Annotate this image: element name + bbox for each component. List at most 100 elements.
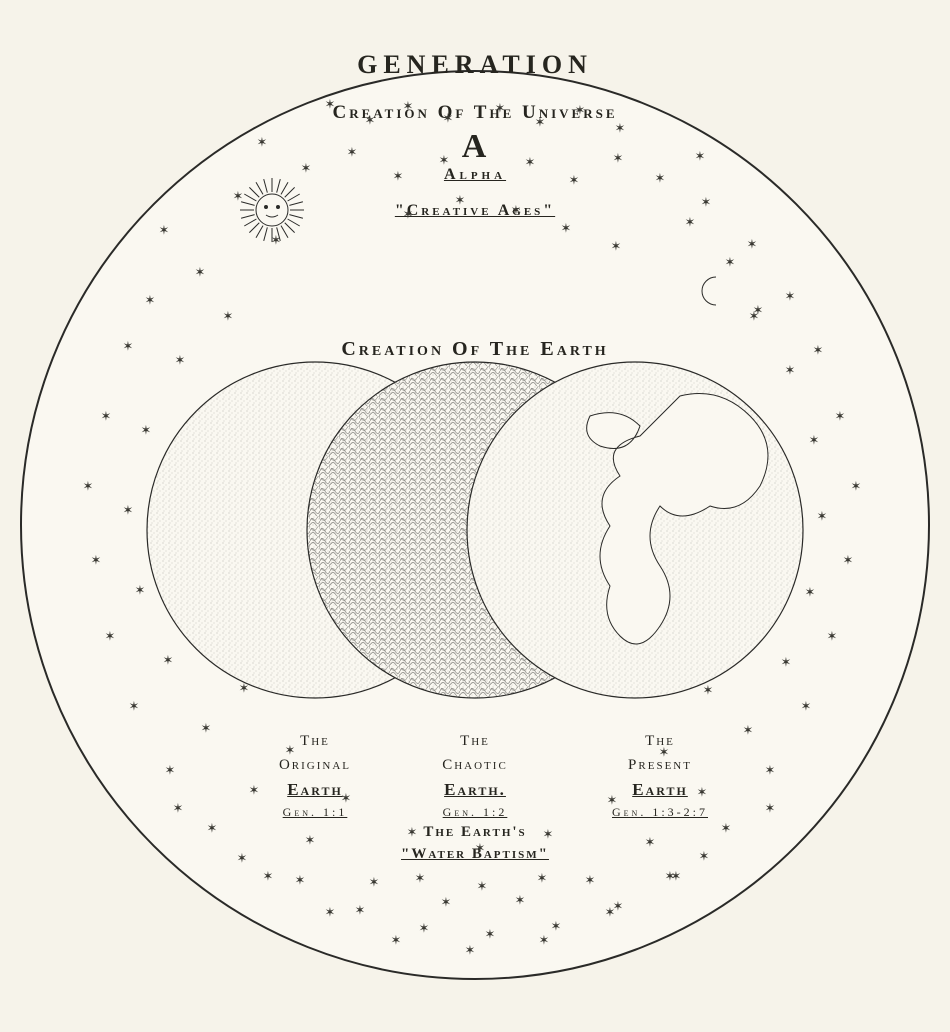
star-icon: ✶: [239, 682, 250, 695]
star-icon: ✶: [765, 802, 776, 815]
star-icon: ✶: [123, 340, 134, 353]
star-icon: ✶: [539, 934, 550, 947]
star-icon: ✶: [749, 310, 760, 323]
star-icon: ✶: [701, 196, 712, 209]
star-icon: ✶: [785, 364, 796, 377]
label-line: Chaotic: [442, 757, 508, 773]
star-icon: ✶: [747, 238, 758, 251]
star-icon: ✶: [835, 410, 846, 423]
star-icon: ✶: [809, 434, 820, 447]
label-line: The: [375, 730, 575, 753]
star-icon: ✶: [465, 944, 476, 957]
label-line: Original: [279, 757, 351, 773]
star-icon: ✶: [607, 794, 618, 807]
star-icon: ✶: [613, 152, 624, 165]
star-icon: ✶: [347, 146, 358, 159]
star-icon: ✶: [393, 170, 404, 183]
star-icon: ✶: [237, 852, 248, 865]
star-icon: ✶: [129, 700, 140, 713]
star-icon: ✶: [391, 934, 402, 947]
star-icon: ✶: [585, 874, 596, 887]
star-icon: ✶: [543, 828, 554, 841]
star-icon: ✶: [511, 204, 522, 217]
star-icon: ✶: [475, 842, 486, 855]
star-icon: ✶: [551, 920, 562, 933]
star-icon: ✶: [223, 310, 234, 323]
star-icon: ✶: [685, 216, 696, 229]
star-icon: ✶: [439, 154, 450, 167]
star-icon: ✶: [285, 744, 296, 757]
star-icon: ✶: [703, 684, 714, 697]
star-icon: ✶: [843, 554, 854, 567]
diagram-stage: GENERATION Creation Of The Universe A Al…: [0, 0, 950, 1032]
label-line: Earth: [287, 780, 343, 799]
star-icon: ✶: [91, 554, 102, 567]
moon-icon: [694, 274, 728, 308]
star-icon: ✶: [443, 112, 454, 125]
star-icon: ✶: [141, 424, 152, 437]
label-ref: Gen. 1:2: [375, 803, 575, 821]
star-icon: ✶: [249, 784, 260, 797]
alpha-subtitle: "Creative Ages": [0, 202, 950, 220]
star-icon: ✶: [341, 792, 352, 805]
star-icon: ✶: [655, 172, 666, 185]
star-icon: ✶: [813, 344, 824, 357]
star-icon: ✶: [659, 746, 670, 759]
star-icon: ✶: [515, 894, 526, 907]
star-icon: ✶: [613, 900, 624, 913]
three-earths: [120, 356, 830, 716]
star-icon: ✶: [645, 836, 656, 849]
star-icon: ✶: [145, 294, 156, 307]
star-icon: ✶: [743, 724, 754, 737]
star-icon: ✶: [615, 122, 626, 135]
label-creation-universe: Creation Of The Universe: [0, 102, 950, 124]
star-icon: ✶: [695, 150, 706, 163]
label-line: Earth: [632, 780, 688, 799]
star-icon: ✶: [455, 194, 466, 207]
star-icon: ✶: [569, 174, 580, 187]
star-icon: ✶: [721, 822, 732, 835]
star-icon: ✶: [697, 786, 708, 799]
star-icon: ✶: [537, 872, 548, 885]
star-icon: ✶: [365, 114, 376, 127]
earth-present: [467, 362, 803, 698]
star-icon: ✶: [295, 874, 306, 887]
star-icon: ✶: [725, 256, 736, 269]
star-icon: ✶: [159, 224, 170, 237]
star-icon: ✶: [263, 870, 274, 883]
star-icon: ✶: [105, 630, 116, 643]
star-icon: ✶: [233, 190, 244, 203]
star-icon: ✶: [123, 504, 134, 517]
star-icon: ✶: [369, 876, 380, 889]
star-icon: ✶: [403, 100, 414, 113]
star-icon: ✶: [485, 928, 496, 941]
star-icon: ✶: [301, 162, 312, 175]
star-icon: ✶: [101, 410, 112, 423]
star-icon: ✶: [441, 896, 452, 909]
title-generation: GENERATION: [0, 50, 950, 80]
star-icon: ✶: [355, 904, 366, 917]
star-icon: ✶: [495, 102, 506, 115]
star-icon: ✶: [477, 880, 488, 893]
star-icon: ✶: [403, 208, 414, 221]
star-icon: ✶: [163, 654, 174, 667]
star-icon: ✶: [207, 822, 218, 835]
star-icon: ✶: [575, 104, 586, 117]
star-icon: ✶: [271, 234, 282, 247]
star-icon: ✶: [817, 510, 828, 523]
alpha-block: A Alpha "Creative Ages": [0, 128, 950, 220]
star-icon: ✶: [325, 98, 336, 111]
star-icon: ✶: [561, 222, 572, 235]
star-icon: ✶: [785, 290, 796, 303]
label-ref: Gen. 1:3-2:7: [560, 803, 760, 821]
star-icon: ✶: [195, 266, 206, 279]
alpha-word: Alpha: [0, 166, 950, 184]
star-icon: ✶: [83, 480, 94, 493]
star-icon: ✶: [827, 630, 838, 643]
star-icon: ✶: [173, 802, 184, 815]
star-icon: ✶: [611, 240, 622, 253]
star-icon: ✶: [699, 850, 710, 863]
star-icon: ✶: [851, 480, 862, 493]
star-icon: ✶: [415, 872, 426, 885]
label-line: Earth.: [444, 780, 506, 799]
